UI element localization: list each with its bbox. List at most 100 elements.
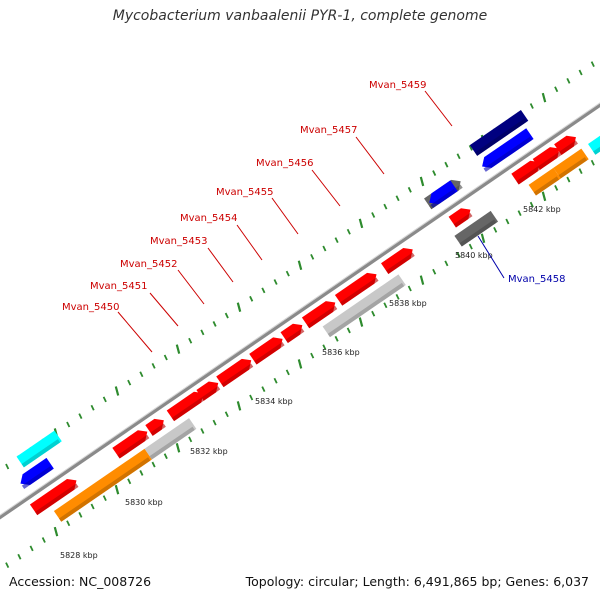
tick-mark [249, 394, 254, 401]
feature-forward-cds-red [112, 430, 150, 459]
tick-mark [297, 359, 303, 369]
gene-label-leader [149, 292, 179, 327]
tick-mark [541, 191, 547, 202]
tick-mark [127, 379, 132, 386]
tick-mark [224, 312, 229, 319]
feature-forward-gene-orange [53, 448, 152, 522]
tick-mark [566, 176, 571, 183]
scale-label: 5830 kbp [125, 498, 163, 507]
tick-mark [322, 245, 327, 252]
tick-mark [529, 103, 534, 109]
tick-mark [236, 302, 242, 312]
genome-backbone [0, 102, 600, 520]
tick-mark [224, 411, 229, 418]
genome-backbone-highlight [0, 102, 600, 516]
tick-mark [468, 145, 473, 151]
gene-label-leader [355, 136, 385, 175]
gene-label: Mvan_5451 [90, 281, 147, 292]
tick-mark [175, 344, 181, 354]
tick-mark [139, 470, 144, 476]
gene-label: Mvan_5450 [62, 302, 119, 313]
tick-mark [310, 253, 315, 260]
feature-forward-gene-light_gray [322, 274, 406, 338]
tick-mark [322, 344, 327, 351]
tick-mark [371, 212, 376, 218]
tick-mark [78, 413, 83, 420]
scale-label: 5840 kbp [455, 251, 493, 260]
tick-mark [505, 218, 510, 225]
tick-mark [419, 176, 425, 187]
tick-mark [200, 329, 205, 336]
tick-mark [261, 287, 266, 294]
gene-label-leader [271, 197, 299, 235]
tick-mark [383, 203, 388, 210]
topology-text: Topology: circular; Length: 6,491,865 bp… [245, 574, 589, 589]
tick-mark [212, 419, 217, 426]
tick-mark [151, 362, 156, 369]
feature-forward-cds-red [280, 323, 305, 343]
tick-mark [212, 321, 217, 327]
tick-mark [66, 421, 71, 428]
feature-forward-gene-orange [528, 167, 561, 196]
gene-labels: Mvan_5450 Mvan_5451 Mvan_5452 Mvan_5453 Mvan… [62, 80, 565, 353]
gene-label-leader [117, 311, 153, 353]
tick-mark [395, 294, 400, 300]
tick-mark [175, 443, 181, 453]
tick-mark [188, 436, 193, 443]
tick-mark [163, 354, 168, 361]
feature-forward-cds-red [511, 160, 542, 185]
outer-tick-track [5, 61, 595, 470]
tick-mark [310, 352, 315, 359]
gene-label: Mvan_5457 [300, 125, 357, 136]
scale-label: 5836 kbp [322, 348, 360, 357]
tick-mark [432, 268, 437, 275]
feature-reverse-cds-blue [429, 180, 458, 209]
tick-mark [236, 401, 242, 411]
gene-label: Mvan_5452 [120, 259, 177, 270]
tick-mark [261, 386, 266, 393]
gene-label-leader [311, 169, 341, 207]
scale-label: 5834 kbp [255, 397, 293, 406]
tick-mark [578, 69, 583, 76]
gene-label: Mvan_5455 [216, 187, 273, 198]
tick-mark [273, 377, 278, 384]
tick-mark [90, 503, 95, 510]
gene-label: Mvan_5459 [369, 80, 426, 91]
feature-forward-cds-red [29, 478, 79, 516]
tick-mark [493, 226, 498, 233]
scale-label: 5832 kbp [190, 447, 228, 456]
tick-mark [346, 327, 351, 334]
tick-mark [554, 185, 559, 191]
feature-reverse-cds-blue [482, 128, 534, 172]
gene-label-leader [177, 269, 205, 305]
tick-mark [273, 279, 278, 285]
tick-mark [66, 520, 71, 527]
feature-forward-gene-dark_gray [454, 210, 499, 247]
tick-mark [334, 237, 339, 244]
tick-mark [127, 478, 132, 485]
feature-forward-cds-red [532, 147, 562, 170]
tick-mark [419, 275, 425, 285]
tick-mark [41, 537, 46, 543]
tick-mark [578, 168, 583, 175]
tick-mark [444, 161, 449, 168]
feature-forward-cds-red [448, 208, 473, 228]
gene-label-leader [236, 224, 263, 261]
gene-label-leader [207, 247, 234, 283]
tick-mark [102, 495, 107, 501]
feature-forward-cds-red [196, 381, 221, 401]
tick-mark [383, 302, 388, 309]
tick-mark [78, 511, 83, 518]
tick-mark [468, 243, 473, 250]
feature-forward-cds-red [381, 247, 415, 274]
tick-mark [456, 252, 461, 258]
map-title: Mycobacterium vanbaalenii PYR-1, complet… [112, 8, 488, 24]
tick-mark [163, 453, 168, 460]
tick-mark [29, 545, 34, 552]
gene-label: Mvan_5458 [508, 274, 565, 285]
feature-forward-cds-red [554, 135, 578, 155]
tick-mark [188, 337, 193, 344]
feature-forward-gene-cyan [588, 128, 600, 155]
tick-mark [517, 210, 522, 216]
tick-mark [285, 270, 290, 277]
